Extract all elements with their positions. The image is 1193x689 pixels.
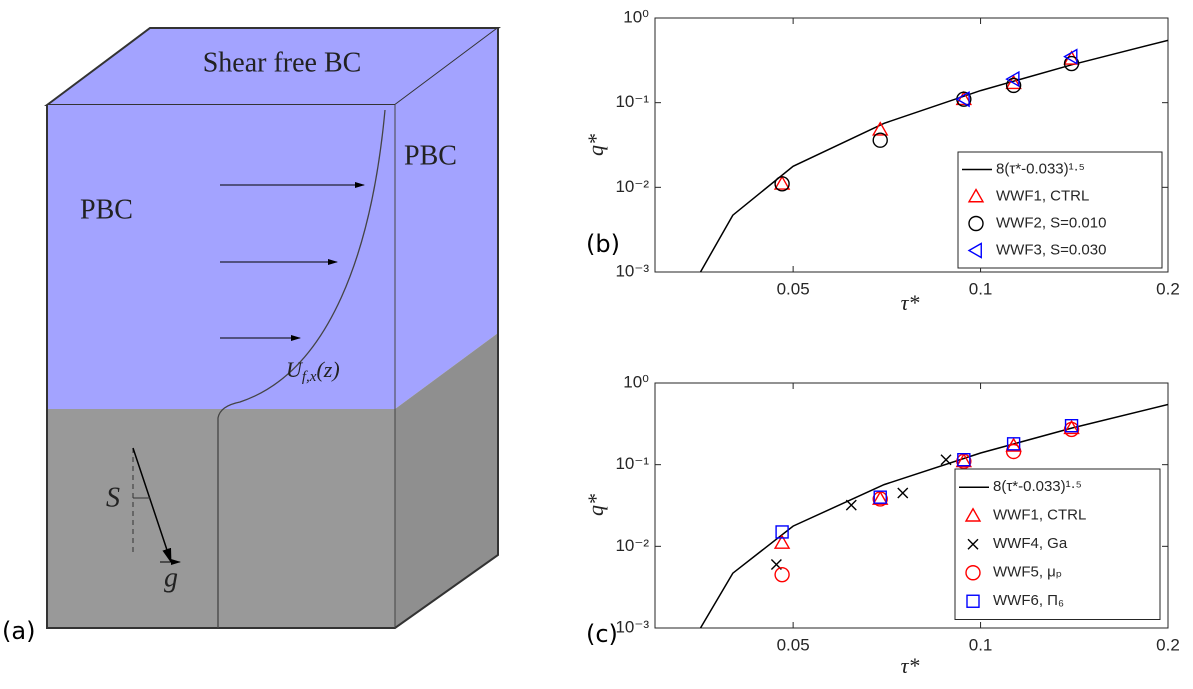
x-tick-label: 0.2 [1156, 635, 1180, 654]
marker [773, 175, 791, 190]
profile-main: U [286, 357, 304, 382]
legend-label: WWF2, S=0.010 [996, 214, 1106, 231]
bed-front [47, 409, 395, 628]
y-tick-label: 10⁻³ [615, 261, 649, 280]
marker [955, 90, 970, 108]
y-tick-label: 10⁻³ [615, 617, 649, 636]
y-tick-label: 10⁻² [615, 177, 649, 196]
y-axis-label: q* [583, 134, 608, 156]
slope-label: S [106, 482, 120, 513]
gravity-label: g [164, 562, 178, 593]
x-axis-label: τ* [901, 290, 920, 315]
top-label: Shear free BC [203, 47, 362, 78]
panel-label: (c) [586, 620, 618, 648]
legend-swatch [967, 538, 979, 550]
curve [699, 39, 1168, 272]
marker [957, 453, 971, 467]
marker [774, 176, 790, 192]
x-tick-label: 0.05 [777, 279, 810, 298]
legend-swatch [965, 565, 981, 581]
box-diagram: Shear free BC PBC PBC Uf,x(z) S g (a) [2, 27, 502, 645]
marker [1063, 419, 1080, 435]
y-tick-label: 10⁻¹ [615, 454, 649, 473]
bed-side [395, 333, 498, 628]
x-axis-label: τ* [901, 653, 920, 678]
marker [872, 490, 889, 505]
legend-label: 8(τ*-0.033)¹·⁵ [996, 160, 1085, 177]
x-tick-label: 0.05 [777, 635, 810, 654]
marker [955, 90, 973, 106]
y-tick-label: 10⁰ [623, 7, 649, 26]
legend-label: WWF6, Π₆ [993, 592, 1064, 609]
y-tick-label: 10⁰ [623, 372, 649, 391]
x-tick-label: 0.1 [969, 635, 993, 654]
chart: 10⁻³ 10⁻² 10⁻¹ 10⁰ 0.05 0.1 0.2 τ* q* (c) 8(τ*-0.0… [583, 372, 1180, 678]
y-tick-label: 10⁻¹ [615, 92, 649, 111]
profile-label: Uf,x(z) [286, 357, 340, 385]
marker [845, 499, 857, 511]
legend: 8(τ*-0.033)¹·⁵ WWF1, CTRL WWF2, S=0.010 WWF… [957, 151, 1163, 269]
marker [1063, 421, 1080, 438]
marker [773, 534, 791, 549]
marker [1005, 74, 1022, 90]
legend-label: WWF5, μₚ [993, 564, 1062, 581]
x-tick-label: 0.2 [1156, 279, 1180, 298]
plot-frame [654, 382, 1169, 629]
gravity-arrow [132, 447, 172, 564]
legend-box [957, 151, 1163, 269]
legend-label: WWF1, CTRL [996, 187, 1089, 204]
right-label: PBC [404, 140, 457, 171]
chart: 10⁻³ 10⁻² 10⁻¹ 10⁰ 0.05 0.1 0.2 τ* q* (b) 8(τ*-0.0… [583, 7, 1180, 315]
fluid-side [395, 28, 498, 409]
legend-swatch [967, 188, 985, 203]
marker [775, 525, 789, 539]
y-axis-label: q* [583, 494, 608, 516]
legend-swatch [968, 215, 984, 232]
legend-swatch [966, 594, 980, 608]
marker [774, 566, 790, 583]
marker [872, 491, 888, 507]
marker [1064, 419, 1079, 433]
y-tick-label: 10⁻² [615, 536, 649, 555]
legend: 8(τ*-0.033)¹·⁵ WWF1, CTRL WWF4, Ga WWF5, μₚ… [954, 468, 1161, 620]
legend-swatch [964, 507, 982, 522]
profile-sub: f,x [302, 369, 317, 385]
marker [873, 490, 887, 504]
fluid-front [47, 105, 395, 409]
legend-label: 8(τ*-0.033)¹·⁵ [993, 478, 1082, 495]
x-tick-label: 0.1 [969, 279, 993, 298]
marker [1063, 55, 1080, 72]
panel-label: (a) [2, 617, 35, 645]
profile-arg: (z) [316, 357, 339, 382]
marker [940, 454, 952, 466]
plot-area [699, 403, 1168, 628]
marker [955, 452, 973, 468]
velocity-profile [217, 109, 386, 628]
marker [1005, 70, 1020, 88]
marker [897, 487, 909, 499]
legend-swatch [967, 242, 982, 259]
marker [1005, 77, 1022, 94]
panel-label: (b) [586, 230, 620, 258]
legend-box [954, 468, 1161, 620]
legend-label: WWF3, S=0.030 [996, 241, 1106, 258]
legend-label: WWF1, CTRL [993, 507, 1086, 524]
marker [1006, 437, 1021, 451]
curve [699, 403, 1168, 628]
marker [1063, 48, 1078, 65]
plot-frame [654, 17, 1169, 273]
marker [872, 121, 889, 136]
plot-area [699, 39, 1168, 272]
marker [872, 132, 888, 148]
marker [1005, 443, 1022, 460]
legend-label: WWF4, Ga [993, 535, 1068, 552]
left-label: PBC [80, 194, 133, 225]
